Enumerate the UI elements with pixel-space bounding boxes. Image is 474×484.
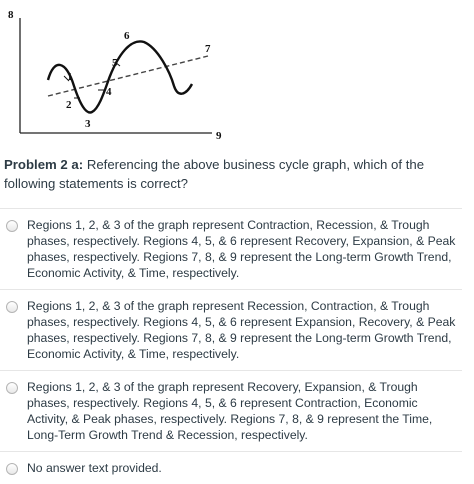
answer-list: Regions 1, 2, & 3 of the graph represent… (0, 208, 462, 484)
answer-option-3[interactable]: Regions 1, 2, & 3 of the graph represent… (0, 370, 462, 451)
label-9: 9 (216, 130, 222, 142)
answer-option-1[interactable]: Regions 1, 2, & 3 of the graph represent… (0, 208, 462, 289)
answer-text: No answer text provided. (27, 461, 162, 475)
answer-text: Regions 1, 2, & 3 of the graph represent… (27, 299, 456, 361)
radio-button[interactable] (6, 301, 18, 313)
radio-button[interactable] (6, 220, 18, 232)
label-1: 1 (67, 71, 73, 83)
business-cycle-curve (46, 40, 194, 114)
label-2: 2 (66, 99, 72, 111)
radio-button[interactable] (6, 382, 18, 394)
question-body: Referencing the above business cycle gra… (4, 157, 425, 191)
label-7: 7 (205, 43, 211, 55)
label-5: 5 (112, 57, 118, 69)
label-4: 4 (106, 86, 112, 98)
label-6: 6 (124, 30, 130, 42)
business-cycle-figure: 8 6 7 5 1 4 2 3 9 (0, 0, 240, 150)
answer-text: Regions 1, 2, & 3 of the graph represent… (27, 380, 433, 442)
question-text: Problem 2 a: Referencing the above busin… (4, 155, 466, 193)
label-3: 3 (85, 118, 91, 130)
region-5-marker (114, 61, 121, 67)
answer-option-4[interactable]: No answer text provided. (0, 451, 462, 484)
label-8: 8 (8, 9, 14, 21)
problem-number: Problem 2 a: (4, 157, 84, 172)
business-cycle-graph (19, 18, 212, 134)
region-1-marker (63, 75, 70, 82)
answer-option-2[interactable]: Regions 1, 2, & 3 of the graph represent… (0, 289, 462, 370)
radio-button[interactable] (6, 463, 18, 475)
answer-text: Regions 1, 2, & 3 of the graph represent… (27, 218, 456, 280)
